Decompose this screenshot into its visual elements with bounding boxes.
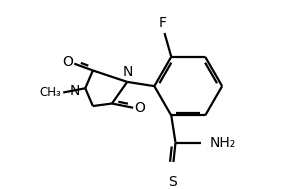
Text: S: S (168, 175, 177, 189)
Text: N: N (70, 84, 80, 98)
Text: NH₂: NH₂ (209, 136, 236, 150)
Text: F: F (159, 16, 167, 30)
Text: O: O (62, 55, 73, 69)
Text: N: N (123, 65, 133, 79)
Text: methyl: methyl (55, 94, 60, 95)
Text: CH₃: CH₃ (40, 86, 61, 99)
Text: O: O (135, 101, 145, 115)
